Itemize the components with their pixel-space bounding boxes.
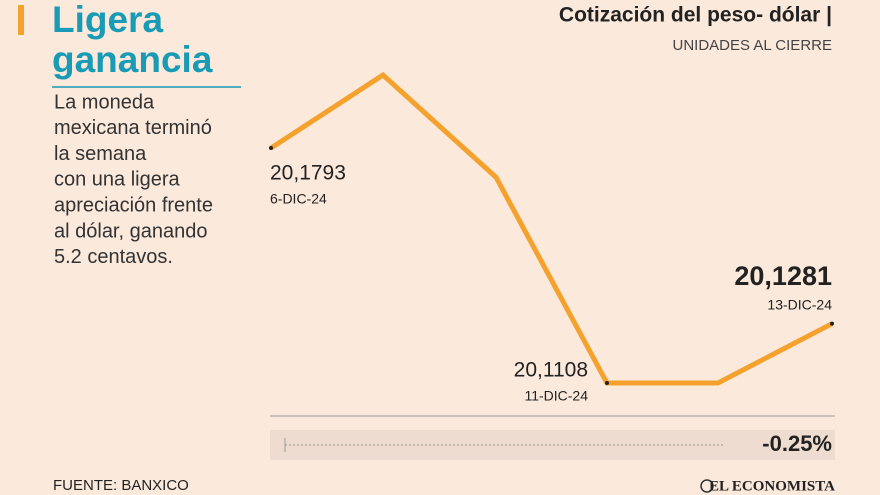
body-line: con una ligera: [54, 169, 181, 191]
value-label: 20,1281: [734, 261, 832, 291]
brand-logo: [700, 479, 714, 493]
value-label: 20,1793: [270, 162, 346, 185]
change-label: -0.25%: [762, 431, 832, 456]
date-label: 6-DIC-24: [270, 191, 327, 207]
body-line: apreciación frente: [54, 194, 213, 216]
point: [269, 146, 273, 151]
chart-title: Cotización del peso- dólar |: [559, 4, 832, 27]
point: [605, 381, 609, 385]
headline-line: Ligera: [52, 0, 163, 40]
body-line: 5.2 centavos.: [54, 246, 173, 268]
date-label: 13-DIC-24: [767, 297, 832, 313]
body-line: la semana: [54, 143, 147, 165]
brand: EL ECONOMISTA: [709, 478, 835, 494]
value-label: 20,1108: [514, 359, 588, 382]
point: [830, 321, 834, 326]
change-band: [270, 430, 835, 460]
chart-subtitle: UNIDADES AL CIERRE: [673, 37, 833, 54]
accent-bar: [18, 5, 24, 35]
line: [269, 71, 834, 386]
headline: Ligera ganancia: [52, 0, 213, 80]
body-line: al dólar, ganando: [54, 220, 207, 242]
body-line: mexicana terminó: [54, 117, 212, 139]
headline-line: ganancia: [52, 39, 213, 80]
source: FUENTE: BANXICO: [53, 477, 189, 494]
date-label: 11-DIC-24: [524, 388, 588, 404]
body-line: La moneda: [54, 91, 155, 113]
